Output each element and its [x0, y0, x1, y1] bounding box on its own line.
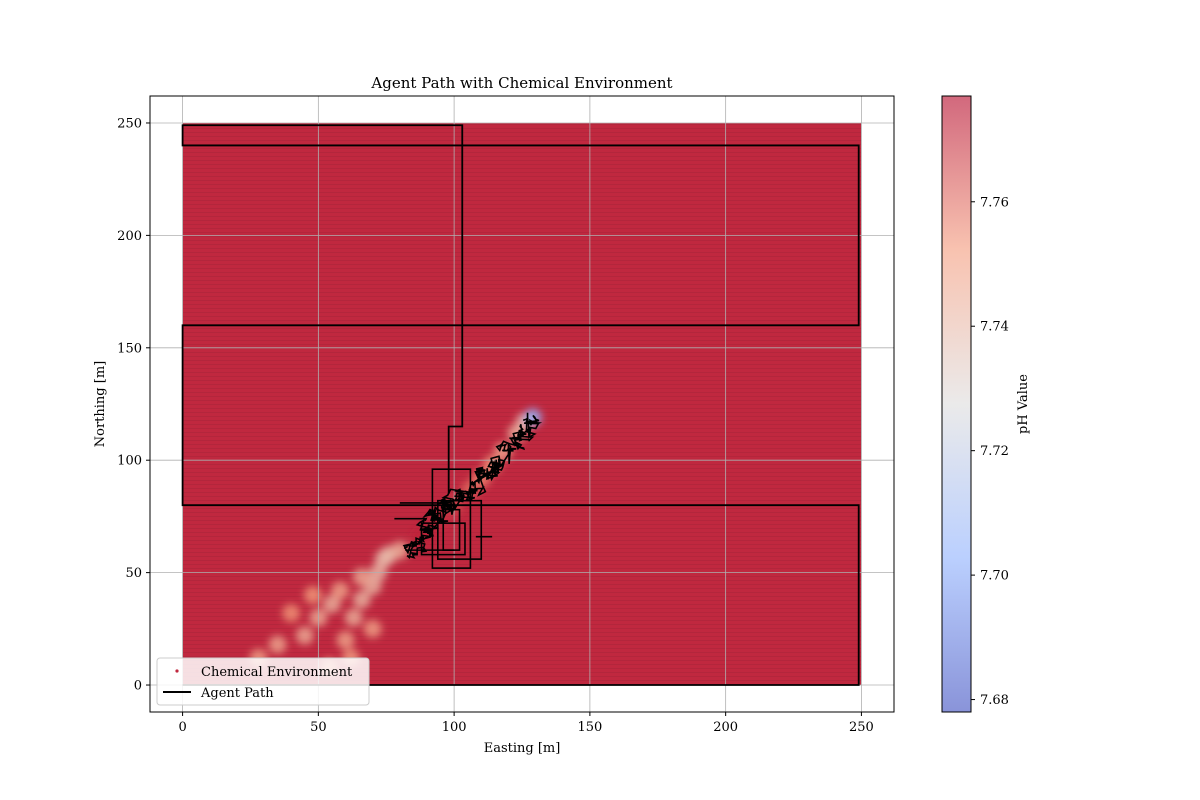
plume-point [303, 586, 322, 605]
chemical-environment-background [182, 122, 862, 686]
plot-area [149, 95, 895, 713]
colorbar-tick-label: 7.74 [980, 320, 1009, 335]
x-tick-label: 50 [310, 720, 327, 735]
y-tick-label: 0 [134, 679, 142, 694]
legend: Chemical Environment Agent Path [156, 657, 370, 706]
colorbar-frame [941, 95, 972, 713]
plume-point [282, 604, 301, 623]
y-tick-label: 250 [117, 116, 142, 131]
y-axis-label: Northing [m] [93, 361, 108, 447]
y-tick-label: 200 [117, 229, 142, 244]
x-tick-label: 200 [713, 720, 738, 735]
x-tick-label: 100 [442, 720, 467, 735]
chart-title: Agent Path with Chemical Environment [370, 74, 672, 92]
colorbar-label: pH Value [1016, 374, 1031, 434]
colorbar-tick-label: 7.72 [980, 444, 1009, 459]
colorbar-ticks: 7.68 7.70 7.72 7.74 7.76 [971, 195, 1009, 708]
colorbar-tick-label: 7.68 [980, 693, 1009, 708]
legend-label-agent-path: Agent Path [200, 686, 274, 701]
plume-point [331, 581, 350, 600]
plume-point [322, 595, 341, 614]
x-tick-label: 250 [849, 720, 874, 735]
y-axis-ticks: 0 50 100 150 200 250 [117, 116, 150, 694]
plume-point [295, 626, 314, 645]
x-tick-label: 150 [577, 720, 602, 735]
x-tick-label: 0 [178, 720, 186, 735]
legend-box [156, 657, 370, 706]
y-tick-label: 100 [117, 454, 142, 469]
plume-point [344, 608, 363, 627]
agent-path-layer [181, 124, 860, 686]
plume-point [336, 631, 355, 650]
x-axis-label: Easting [m] [484, 741, 561, 756]
plume-point [352, 568, 371, 587]
colorbar-tick-label: 7.70 [980, 569, 1009, 584]
legend-marker-chemical [175, 669, 179, 673]
plot-frame [149, 95, 895, 713]
colorbar: 7.68 7.70 7.72 7.74 7.76 pH Value [941, 95, 1031, 713]
chemical-environment-layer [182, 122, 862, 686]
y-tick-label: 150 [117, 341, 142, 356]
plume-point [363, 619, 382, 638]
plume-point [268, 635, 287, 654]
colorbar-tick-label: 7.76 [980, 195, 1009, 210]
agent-path-survey [181, 124, 860, 686]
agent-path-adaptive [402, 412, 543, 560]
x-axis-ticks: 0 50 100 150 200 250 [178, 712, 874, 735]
legend-label-chemical: Chemical Environment [201, 665, 353, 680]
colorbar-gradient [942, 96, 971, 712]
plume-point [352, 590, 371, 609]
y-tick-label: 50 [125, 566, 142, 581]
